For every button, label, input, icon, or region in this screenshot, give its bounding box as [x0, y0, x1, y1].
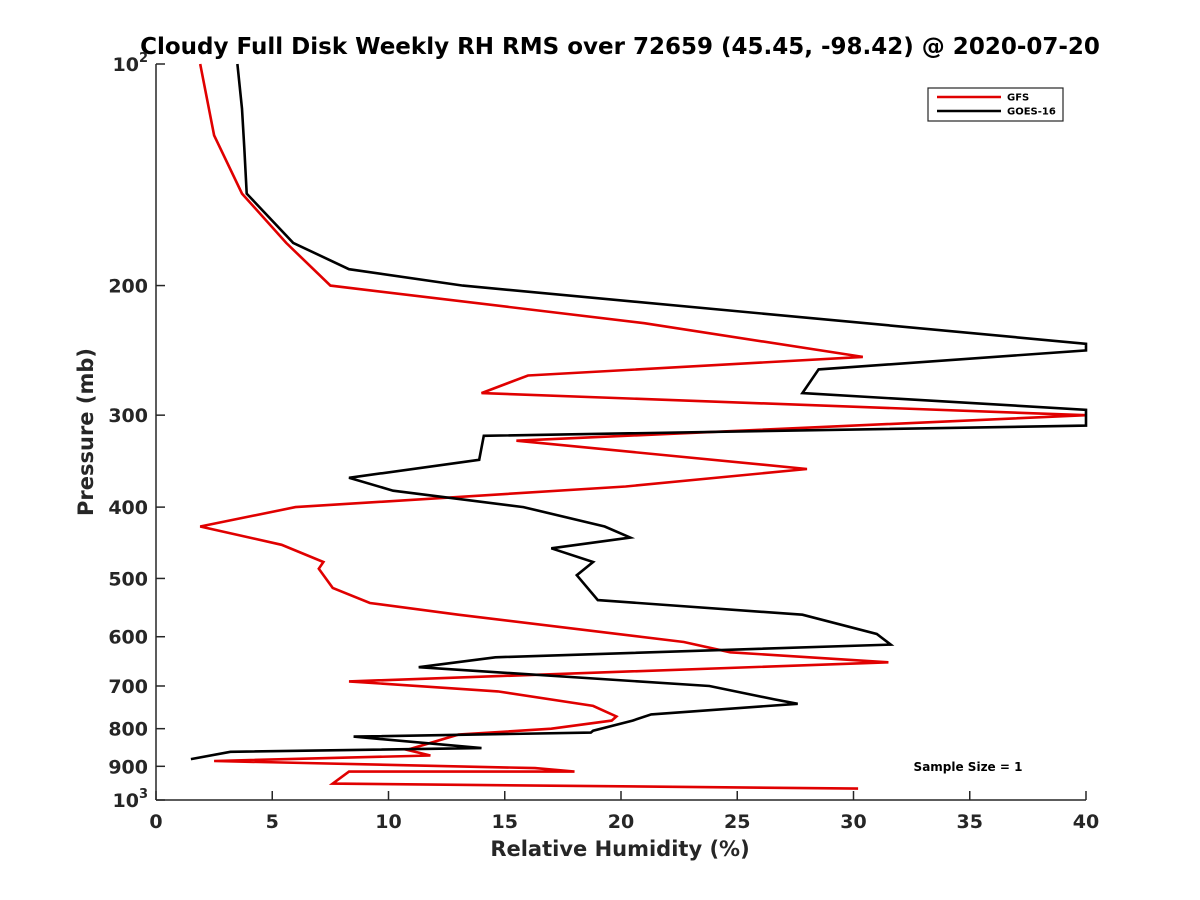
y-tick-label: 800: [108, 719, 148, 741]
x-axis-label: Relative Humidity (%): [490, 837, 749, 861]
x-tick-label: 30: [840, 811, 866, 833]
legend[interactable]: GFS GOES-16: [927, 87, 1064, 122]
x-tick-label: 20: [608, 811, 634, 833]
y-axis-label: Pressure (mb): [74, 348, 98, 516]
x-tick-label: 10: [375, 811, 401, 833]
y-tick-label: 200: [108, 276, 148, 298]
chart-title: Cloudy Full Disk Weekly RH RMS over 7265…: [140, 34, 1100, 60]
sample-size-annotation: Sample Size = 1: [914, 760, 1023, 774]
x-tick-label: 35: [957, 811, 983, 833]
legend-box: [927, 87, 1064, 122]
series-line-goes-16: [190, 63, 1088, 761]
legend-label: GFS: [1007, 93, 1029, 104]
series-line-gfs: [198, 63, 1087, 790]
y-tick-label: 103: [113, 787, 149, 812]
x-tick-label: 40: [1073, 811, 1099, 833]
y-tick-label: 400: [108, 497, 148, 519]
x-tick-label: 15: [492, 811, 518, 833]
y-tick-label: 700: [108, 676, 148, 698]
y-tick-label: 900: [108, 756, 148, 778]
axes: 0 5 10 15 20 25 30 35 40 102 200 300 400 500 600 700 800…: [108, 51, 1099, 833]
y-tick-label: 102: [113, 51, 149, 76]
legend-label: GOES-16: [1007, 107, 1056, 118]
y-tick-label: 600: [108, 627, 148, 649]
x-tick-label: 25: [724, 811, 750, 833]
x-tick-label: 0: [149, 811, 162, 833]
y-tick-label: 500: [108, 568, 148, 590]
y-tick-label: 300: [108, 405, 148, 427]
series-layer: [190, 63, 1088, 790]
x-tick-label: 5: [266, 811, 279, 833]
